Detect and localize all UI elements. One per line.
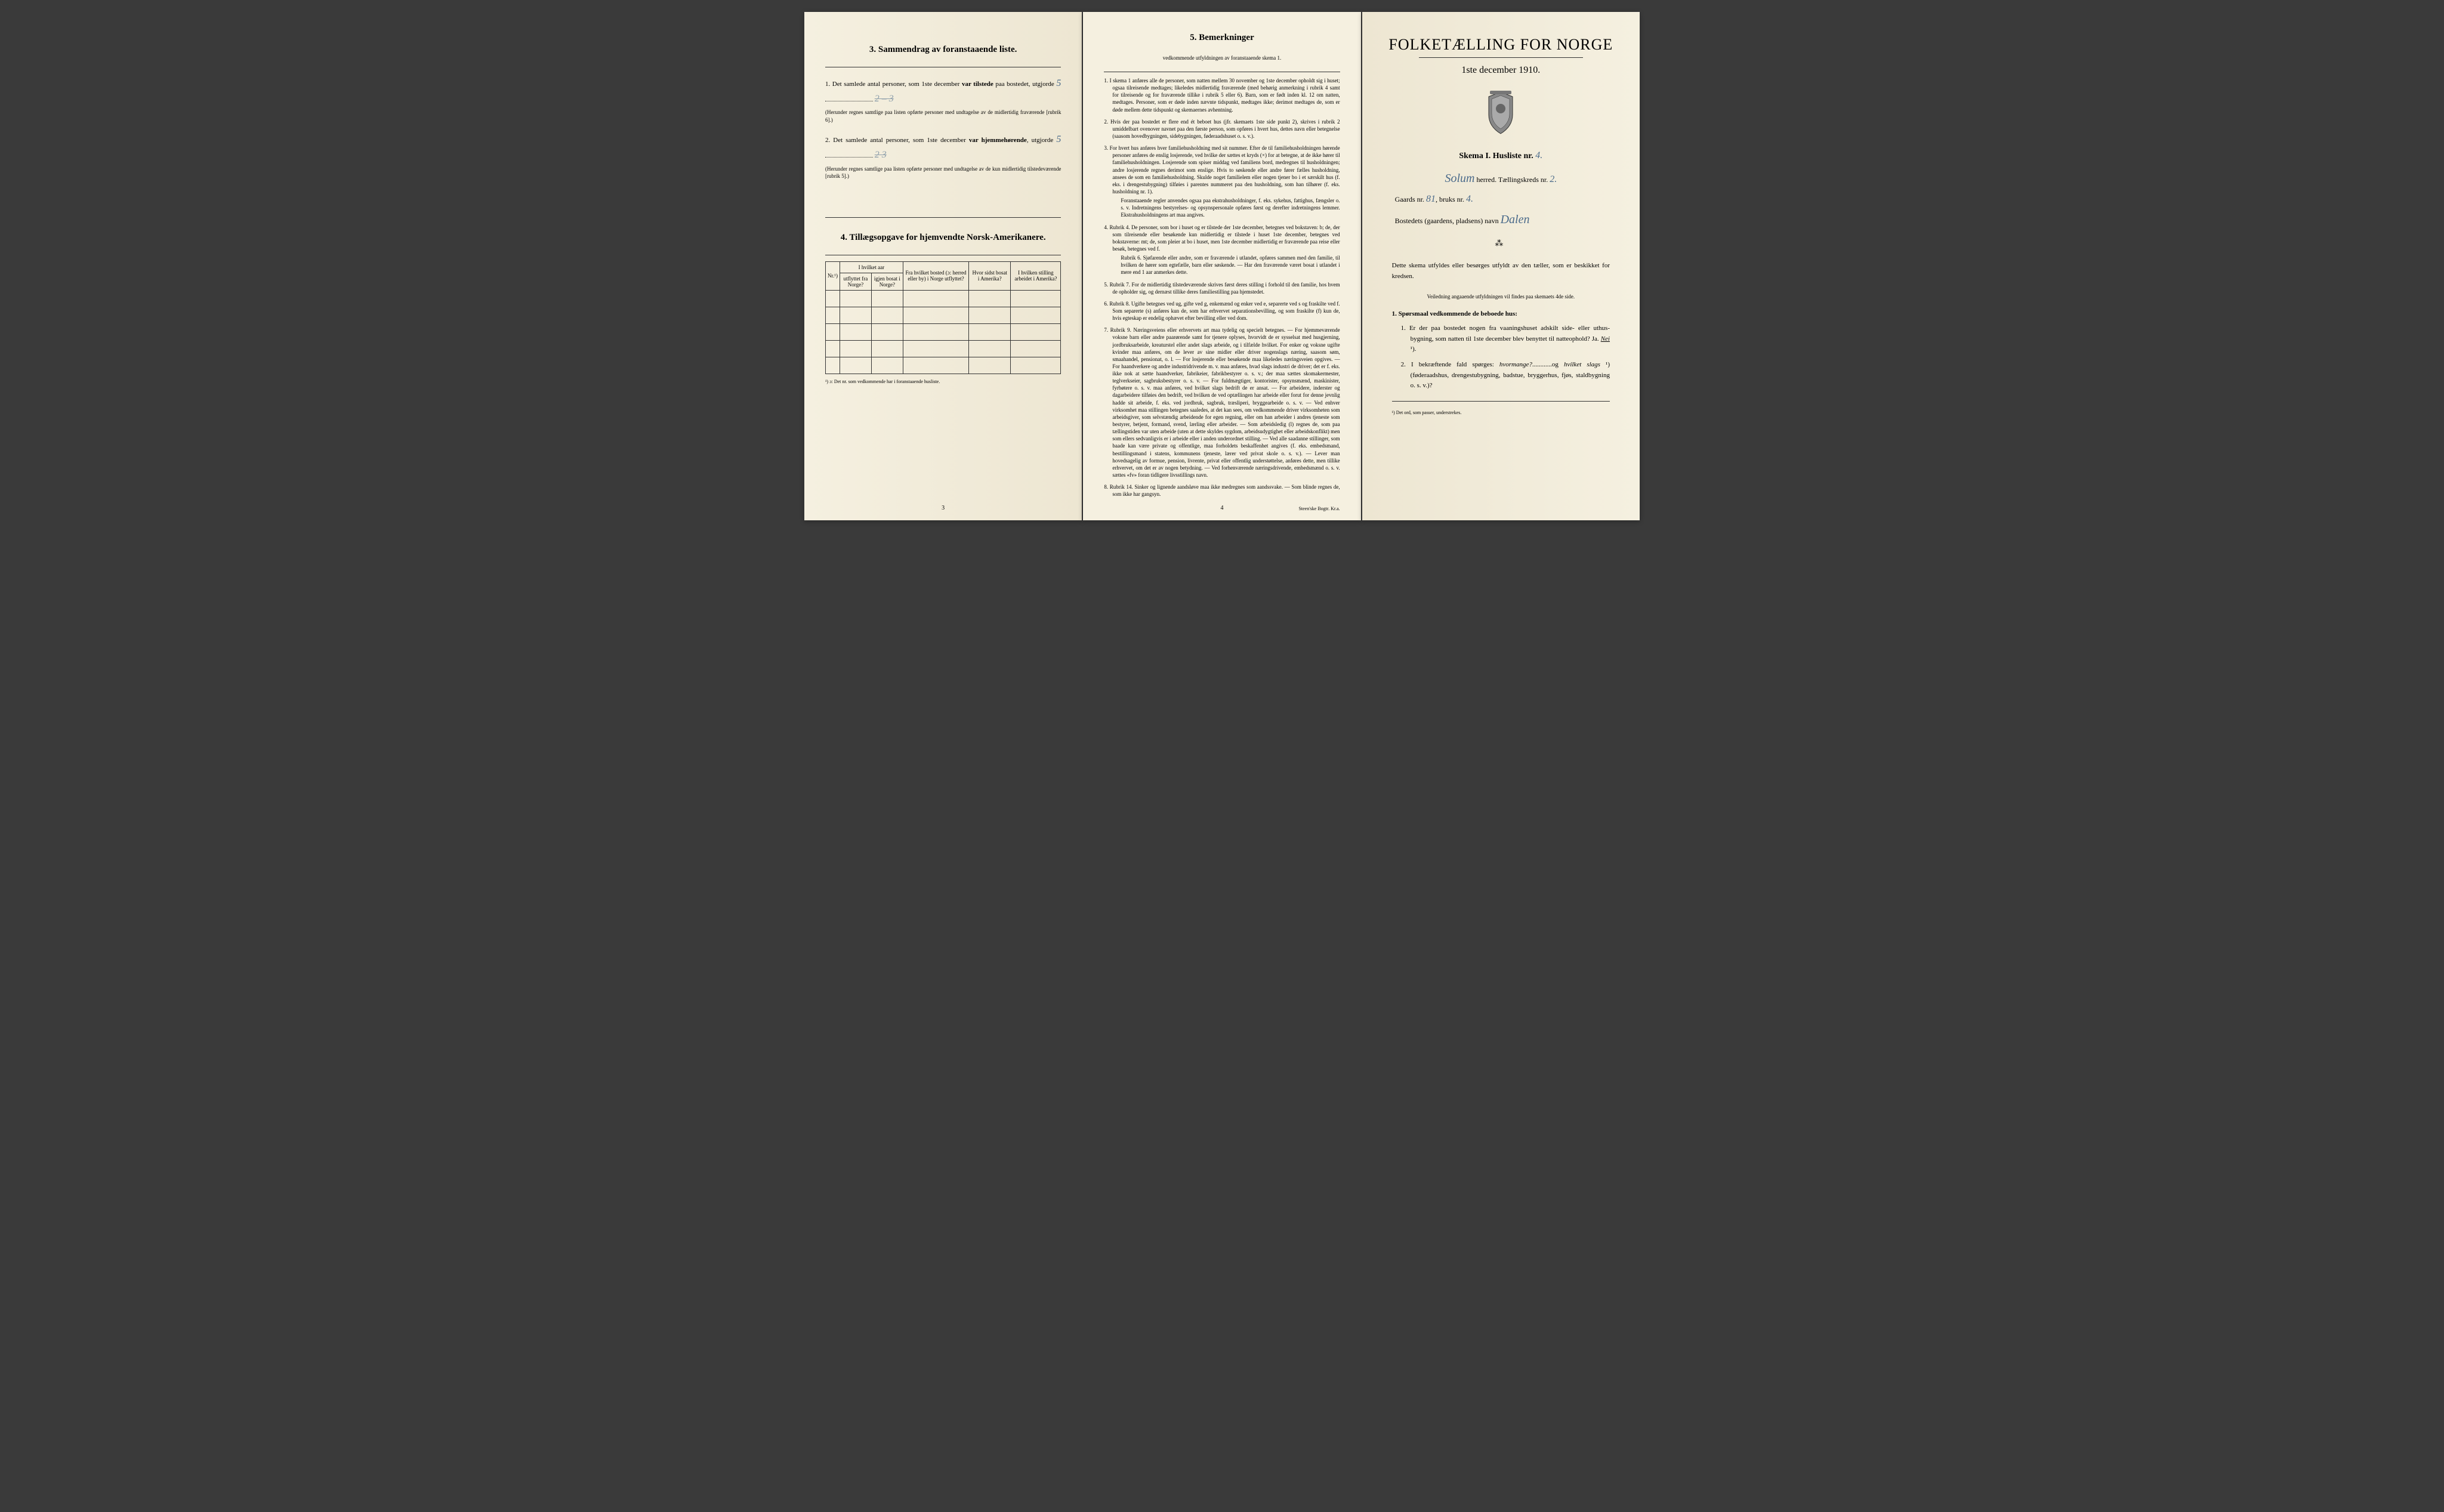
instruction-item: 1. I skema 1 anføres alle de personer, s…	[1104, 77, 1340, 113]
instruction-item: 7. Rubrik 9. Næringsveiens eller erhverv…	[1104, 326, 1340, 479]
instruction-item: 4. Rubrik 4. De personer, som bor i huse…	[1104, 224, 1340, 276]
summary-item-2: 2. Det samlede antal personer, som 1ste …	[825, 132, 1061, 180]
page-number: 3	[942, 505, 945, 511]
instructions-list: 1. I skema 1 anføres alle de personer, s…	[1104, 77, 1340, 498]
section-5-heading: 5. Bemerkninger	[1104, 33, 1340, 43]
printer-mark: Steen'ske Bogtr. Kr.a.	[1298, 506, 1340, 511]
section-4-heading: 4. Tillægsopgave for hjemvendte Norsk-Am…	[825, 233, 1061, 243]
census-date: 1ste december 1910.	[1383, 65, 1619, 76]
husliste-nr: 4.	[1535, 150, 1542, 161]
value-hjemme: 5	[1056, 134, 1061, 144]
section-5-sub: vedkommende utfyldningen av foranstaaend…	[1104, 55, 1340, 61]
main-title: FOLKETÆLLING FOR NORGE	[1383, 36, 1619, 54]
table-row	[826, 290, 1061, 307]
instruction-item: 5. Rubrik 7. For de midlertidig tilstede…	[1104, 281, 1340, 295]
table-row	[826, 323, 1061, 340]
table-row	[826, 307, 1061, 323]
bosted-value: Dalen	[1501, 213, 1530, 226]
herred-line: Solum herred. Tællingskreds nr. 2.	[1383, 172, 1619, 186]
th-igjen: igjen bosat i Norge?	[871, 273, 903, 290]
page-4: 5. Bemerkninger vedkommende utfyldningen…	[1083, 12, 1360, 520]
questions-heading: 1. Spørsmaal vedkommende de beboede hus:	[1392, 310, 1610, 317]
question-2: 2. I bekræftende fald spørges: hvormange…	[1401, 360, 1610, 391]
divider	[1392, 401, 1610, 402]
coat-of-arms-icon	[1383, 91, 1619, 138]
page-number: 4	[1220, 505, 1223, 511]
kreds-nr: 2.	[1550, 174, 1557, 184]
question-1: 1. Er der paa bostedet nogen fra vaaning…	[1401, 323, 1610, 355]
th-stilling: I hvilken stilling arbeidet i Amerika?	[1011, 261, 1061, 290]
page-3: 3. Sammendrag av foranstaaende liste. 1.…	[804, 12, 1082, 520]
skema-line: Skema I. Husliste nr. 4.	[1383, 150, 1619, 161]
gaards-nr: 81	[1426, 194, 1436, 204]
table-row	[826, 340, 1061, 357]
bruks-nr: 4.	[1466, 194, 1473, 204]
th-nr: Nr.¹)	[826, 261, 840, 290]
instruction-item: 6. Rubrik 8. Ugifte betegnes ved ug, gif…	[1104, 300, 1340, 322]
table-row	[826, 357, 1061, 374]
section-3-heading: 3. Sammendrag av foranstaaende liste.	[825, 45, 1061, 55]
description: Dette skema utfyldes eller besørges utfy…	[1392, 261, 1610, 282]
instruction-item: 8. Rubrik 14. Sinker og lignende aandslø…	[1104, 483, 1340, 498]
th-bosted: Fra hvilket bosted (ɔ: herred eller by) …	[903, 261, 968, 290]
table-body	[826, 290, 1061, 374]
ornament-divider: ⁂	[1383, 239, 1619, 249]
th-utflyttet: utflyttet fra Norge?	[840, 273, 871, 290]
th-aar: I hvilket aar	[840, 261, 903, 273]
gaards-line: Gaards nr. 81, bruks nr. 4.	[1383, 194, 1619, 205]
bosted-line: Bostedets (gaardens, pladsens) navn Dale…	[1383, 213, 1619, 227]
divider	[825, 217, 1061, 218]
title-page: FOLKETÆLLING FOR NORGE 1ste december 191…	[1362, 12, 1640, 520]
divider	[1419, 57, 1583, 58]
value-tilstede-struck: 2 – 3	[875, 94, 894, 104]
herred-value: Solum	[1445, 172, 1474, 185]
table-footnote: ¹) ɔ: Det nr. som vedkommende har i fora…	[825, 379, 1061, 384]
value-hjemme-struck: 2 3	[875, 150, 887, 160]
amerikanere-table: Nr.¹) I hvilket aar Fra hvilket bosted (…	[825, 261, 1061, 374]
instruction-item: 3. For hvert hus anføres hver familiehus…	[1104, 144, 1340, 218]
guidance-note: Veiledning angaaende utfyldningen vil fi…	[1383, 294, 1619, 300]
footnote-understrekes: ¹) Det ord, som passer, understrekes.	[1392, 410, 1610, 415]
summary-item-1: 1. Det samlede antal personer, som 1ste …	[825, 76, 1061, 124]
q1-answer: Nei	[1601, 335, 1610, 342]
th-amerika-bosat: Hvor sidst bosat i Amerika?	[969, 261, 1011, 290]
instruction-item: 2. Hvis der paa bostedet er flere end ét…	[1104, 118, 1340, 140]
value-tilstede: 5	[1056, 78, 1061, 88]
